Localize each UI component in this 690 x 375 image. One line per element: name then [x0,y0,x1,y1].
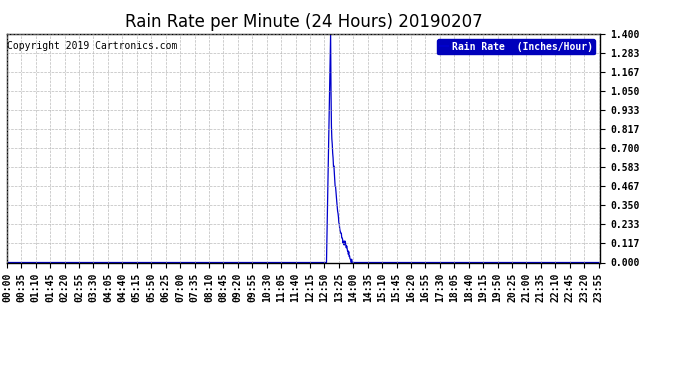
Legend: Rain Rate  (Inches/Hour): Rain Rate (Inches/Hour) [437,39,595,54]
Text: Copyright 2019 Cartronics.com: Copyright 2019 Cartronics.com [8,40,178,51]
Title: Rain Rate per Minute (24 Hours) 20190207: Rain Rate per Minute (24 Hours) 20190207 [125,13,482,31]
